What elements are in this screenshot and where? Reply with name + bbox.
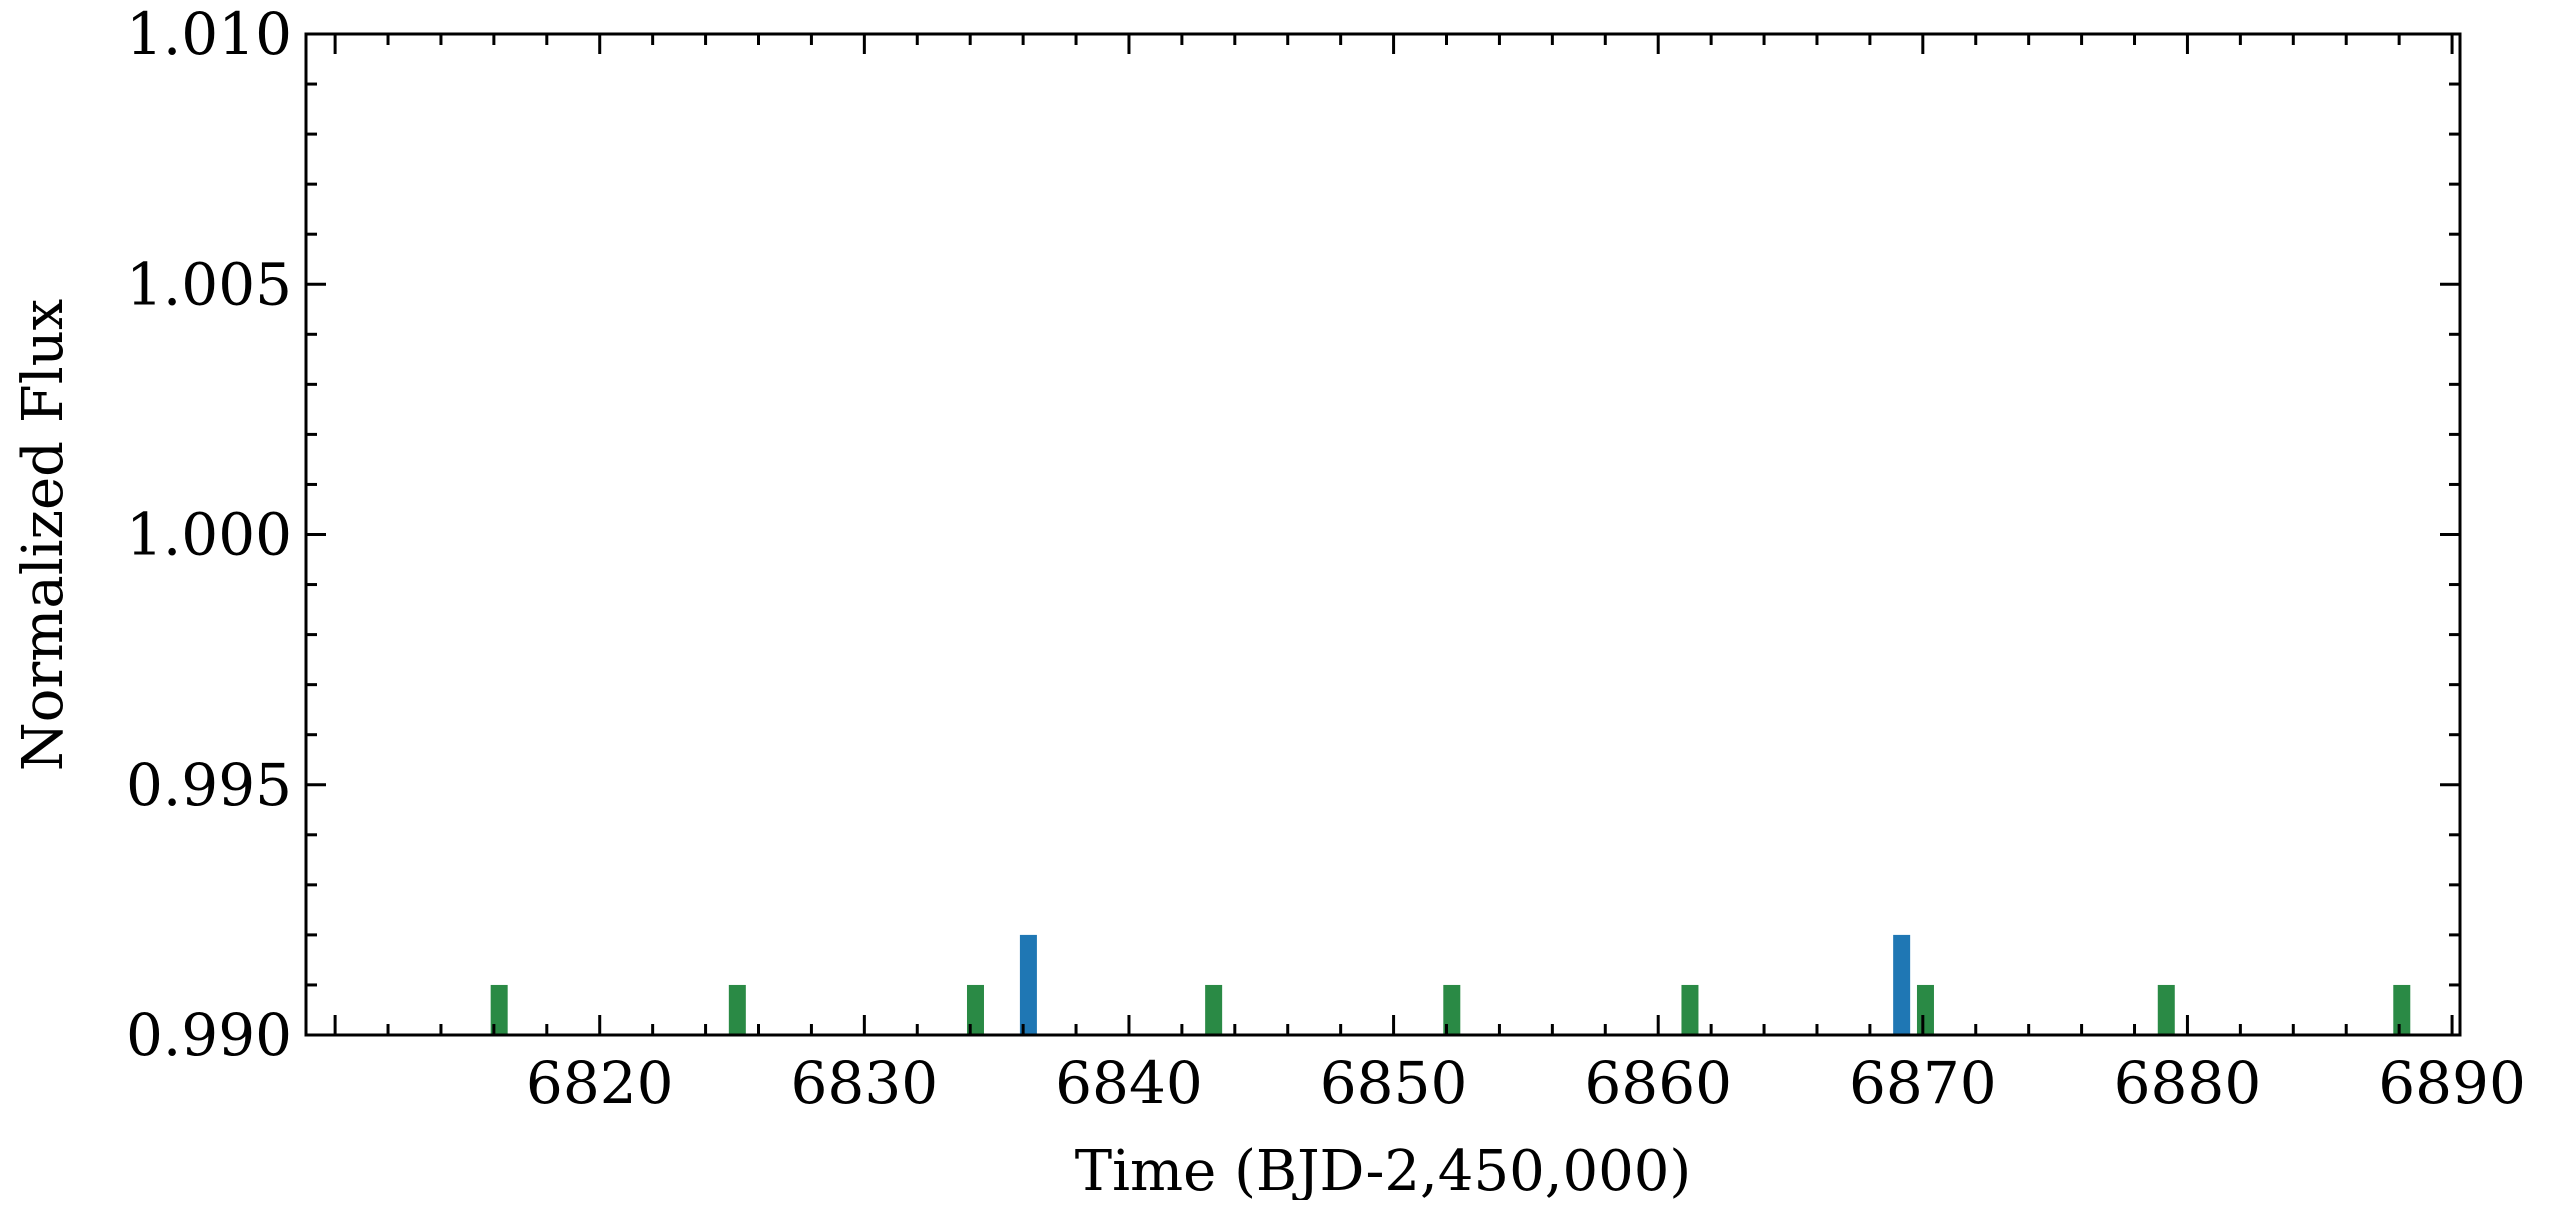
- x-tick-label: 6820: [526, 1049, 674, 1117]
- bar-series-2-1: [490, 984, 508, 1035]
- bar-series-2-2: [728, 984, 746, 1035]
- x-tick-label: 6830: [791, 1049, 939, 1117]
- bar-series-2-7: [1916, 984, 1934, 1035]
- tick-labels: 6820 6830 6840 6850 6860 6870 6880 6890 0.990 0.9…: [126, 0, 2526, 1117]
- x-tick-label: 6840: [1055, 1049, 1203, 1117]
- y-tick-label: 0.990: [126, 1001, 292, 1069]
- y-axis-label: Normalized Flux: [11, 299, 76, 772]
- bar-series-1-1: [1019, 934, 1037, 1035]
- bar-series-2-3: [966, 984, 984, 1035]
- plot-frame: [304, 32, 2462, 1037]
- x-axis-label: Time (BJD-2,450,000): [1075, 1139, 1691, 1200]
- axis-ticks: [306, 32, 2460, 1037]
- x-tick-label: 6860: [1584, 1049, 1732, 1117]
- data-marks: [490, 934, 2411, 1035]
- bar-series-2-6: [1681, 984, 1699, 1035]
- bar-series-2-4: [1205, 984, 1223, 1035]
- x-tick-label: 6880: [2114, 1049, 2262, 1117]
- bar-series-1-2: [1893, 934, 1911, 1035]
- x-tick-label: 6850: [1320, 1049, 1468, 1117]
- x-tick-label: 6890: [2378, 1049, 2526, 1117]
- bar-series-2-9: [2393, 984, 2411, 1035]
- y-tick-label: 1.000: [126, 501, 292, 569]
- y-tick-label: 1.005: [126, 250, 292, 318]
- x-tick-label: 6870: [1849, 1049, 1997, 1117]
- y-tick-label: 1.010: [126, 0, 292, 68]
- y-tick-label: 0.995: [126, 751, 292, 819]
- bar-series-2-8: [2157, 984, 2175, 1035]
- bar-series-2-5: [1443, 984, 1461, 1035]
